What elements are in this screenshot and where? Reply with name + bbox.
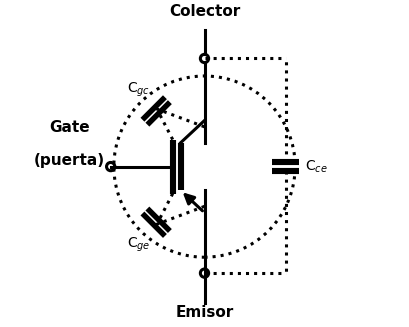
Text: C$_{gc}$: C$_{gc}$ [126,81,150,99]
Text: C$_{ge}$: C$_{ge}$ [126,235,150,254]
Text: Emisor: Emisor [175,305,234,320]
Text: Colector: Colector [169,4,240,19]
Text: C$_{ce}$: C$_{ce}$ [305,159,328,175]
Text: (puerta): (puerta) [34,153,105,168]
Text: Gate: Gate [49,120,90,135]
